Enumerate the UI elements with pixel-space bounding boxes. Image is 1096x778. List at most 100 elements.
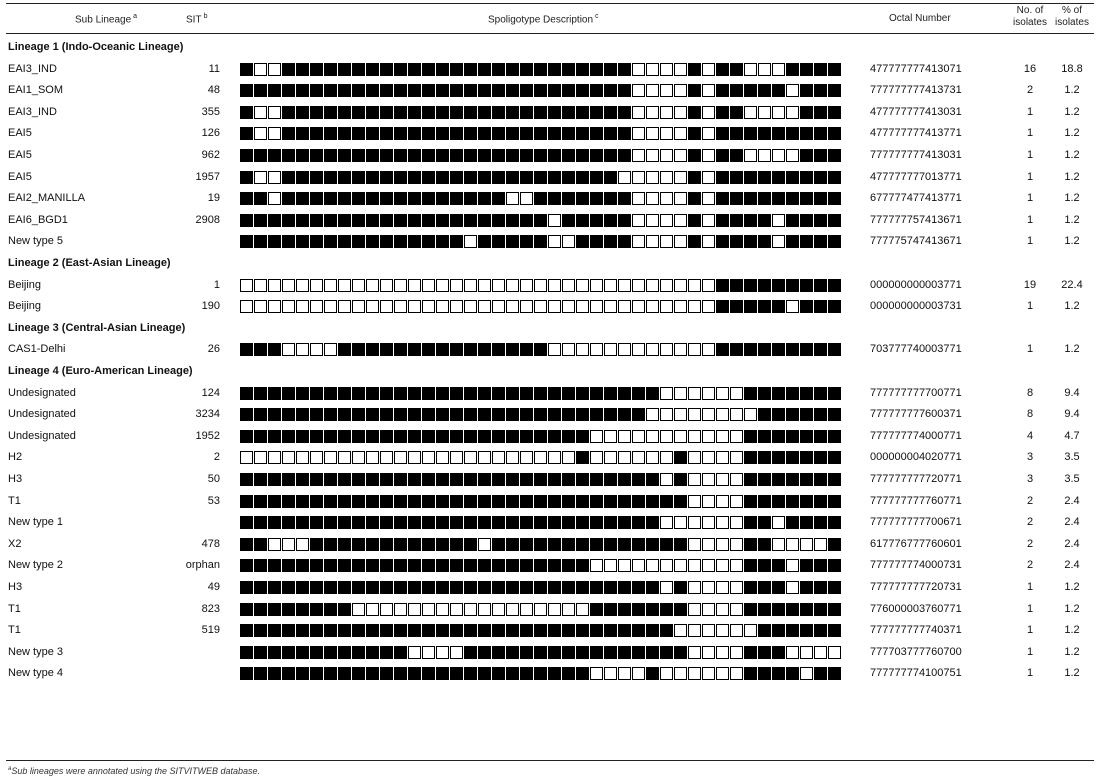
spacer-present-box (828, 537, 841, 551)
spacer-present-box (450, 343, 463, 357)
table-row: EAI5 1957 477777777013771 1 1.2 (0, 170, 1096, 186)
spacer-present-box (422, 624, 435, 638)
spacer-absent-box (450, 602, 463, 616)
spacer-present-box (240, 105, 253, 119)
spacer-present-box (800, 581, 813, 594)
spacer-present-box (828, 559, 841, 573)
spacer-present-box (464, 192, 477, 206)
spacer-present-box (310, 105, 323, 119)
spacer-present-box (562, 645, 575, 659)
sit-cell: 126 (201, 127, 220, 140)
spacer-present-box (744, 473, 757, 486)
sit-cell: 26 (207, 343, 220, 356)
spacer-present-box (548, 473, 561, 486)
spacer-present-box (450, 559, 463, 573)
spacer-present-box (534, 84, 547, 98)
table-row: T1 823 776000003760771 1 1.2 (0, 602, 1096, 618)
spacer-present-box (772, 559, 785, 573)
spacer-present-box (562, 537, 575, 551)
spacer-absent-box (646, 343, 659, 357)
spacer-absent-box (660, 429, 673, 443)
spacer-present-box (828, 105, 841, 119)
lineage-group-title: Lineage 2 (East-Asian Lineage) (8, 257, 171, 269)
spacer-absent-box (464, 235, 477, 249)
spacer-present-box (562, 581, 575, 594)
spacer-absent-box (660, 386, 673, 400)
spacer-present-box (800, 235, 813, 249)
spacer-present-box (394, 429, 407, 443)
spacer-present-box (758, 192, 771, 206)
spacer-present-box (282, 213, 295, 227)
pct-cell: 4.7 (1064, 429, 1080, 442)
octal-cell: 477777777013771 (870, 170, 962, 183)
spacer-present-box (618, 192, 631, 206)
spacer-present-box (282, 386, 295, 400)
sit-cell: 3234 (195, 408, 220, 421)
spacer-absent-box (254, 127, 267, 141)
spacer-present-box (254, 192, 267, 206)
spacer-absent-box (352, 602, 365, 616)
spacer-absent-box (688, 343, 701, 357)
spacer-present-box (744, 170, 757, 184)
spacer-present-box (436, 559, 449, 573)
pct-cell: 1.2 (1064, 192, 1080, 205)
spacer-present-box (240, 343, 253, 357)
spacer-present-box (744, 127, 757, 141)
spacer-absent-box (240, 300, 253, 314)
spacer-present-box (646, 473, 659, 486)
spacer-absent-box (408, 300, 421, 314)
spacer-present-box (478, 127, 491, 141)
sub-lineage-cell: New type 2 (8, 559, 64, 572)
spacer-absent-box (296, 537, 309, 551)
spacer-absent-box (310, 278, 323, 292)
spacer-absent-box (240, 451, 253, 465)
spoligotype-pattern (240, 343, 842, 357)
spacer-present-box (450, 473, 463, 486)
spacer-present-box (716, 213, 729, 227)
spacer-present-box (464, 516, 477, 530)
spacer-present-box (772, 408, 785, 422)
spacer-present-box (450, 213, 463, 227)
spacer-present-box (408, 343, 421, 357)
spacer-present-box (478, 213, 491, 227)
spacer-present-box (520, 494, 533, 508)
spacer-present-box (800, 624, 813, 638)
sit-cell: 355 (201, 105, 220, 118)
spacer-present-box (800, 343, 813, 357)
spacer-absent-box (338, 300, 351, 314)
pct-cell: 2.4 (1064, 516, 1080, 529)
spacer-present-box (786, 127, 799, 141)
spacer-present-box (506, 127, 519, 141)
spacer-absent-box (464, 300, 477, 314)
spacer-present-box (492, 408, 505, 422)
spacer-present-box (268, 408, 281, 422)
spacer-present-box (744, 278, 757, 292)
spacer-present-box (408, 429, 421, 443)
spacer-present-box (520, 473, 533, 486)
header-pct: % of isolates (1052, 5, 1092, 29)
spacer-present-box (380, 581, 393, 594)
spacer-present-box (478, 149, 491, 162)
spacer-present-box (618, 62, 631, 76)
spacer-present-box (338, 343, 351, 357)
spacer-present-box (548, 645, 561, 659)
octal-cell: 777775747413671 (870, 235, 962, 248)
spacer-present-box (744, 559, 757, 573)
spacer-present-box (310, 408, 323, 422)
spacer-absent-box (674, 149, 687, 162)
spacer-present-box (394, 213, 407, 227)
spacer-absent-box (422, 602, 435, 616)
count-cell: 1 (1026, 235, 1034, 248)
spacer-absent-box (730, 494, 743, 508)
spacer-present-box (324, 127, 337, 141)
spacer-present-box (436, 192, 449, 206)
spacer-absent-box (632, 343, 645, 357)
spacer-absent-box (716, 624, 729, 638)
sit-cell: 1957 (195, 170, 220, 183)
spacer-present-box (604, 192, 617, 206)
spacer-present-box (254, 516, 267, 530)
spoligotype-pattern (240, 62, 842, 76)
spacer-present-box (576, 451, 589, 465)
spacer-present-box (492, 494, 505, 508)
spacer-absent-box (660, 149, 673, 162)
